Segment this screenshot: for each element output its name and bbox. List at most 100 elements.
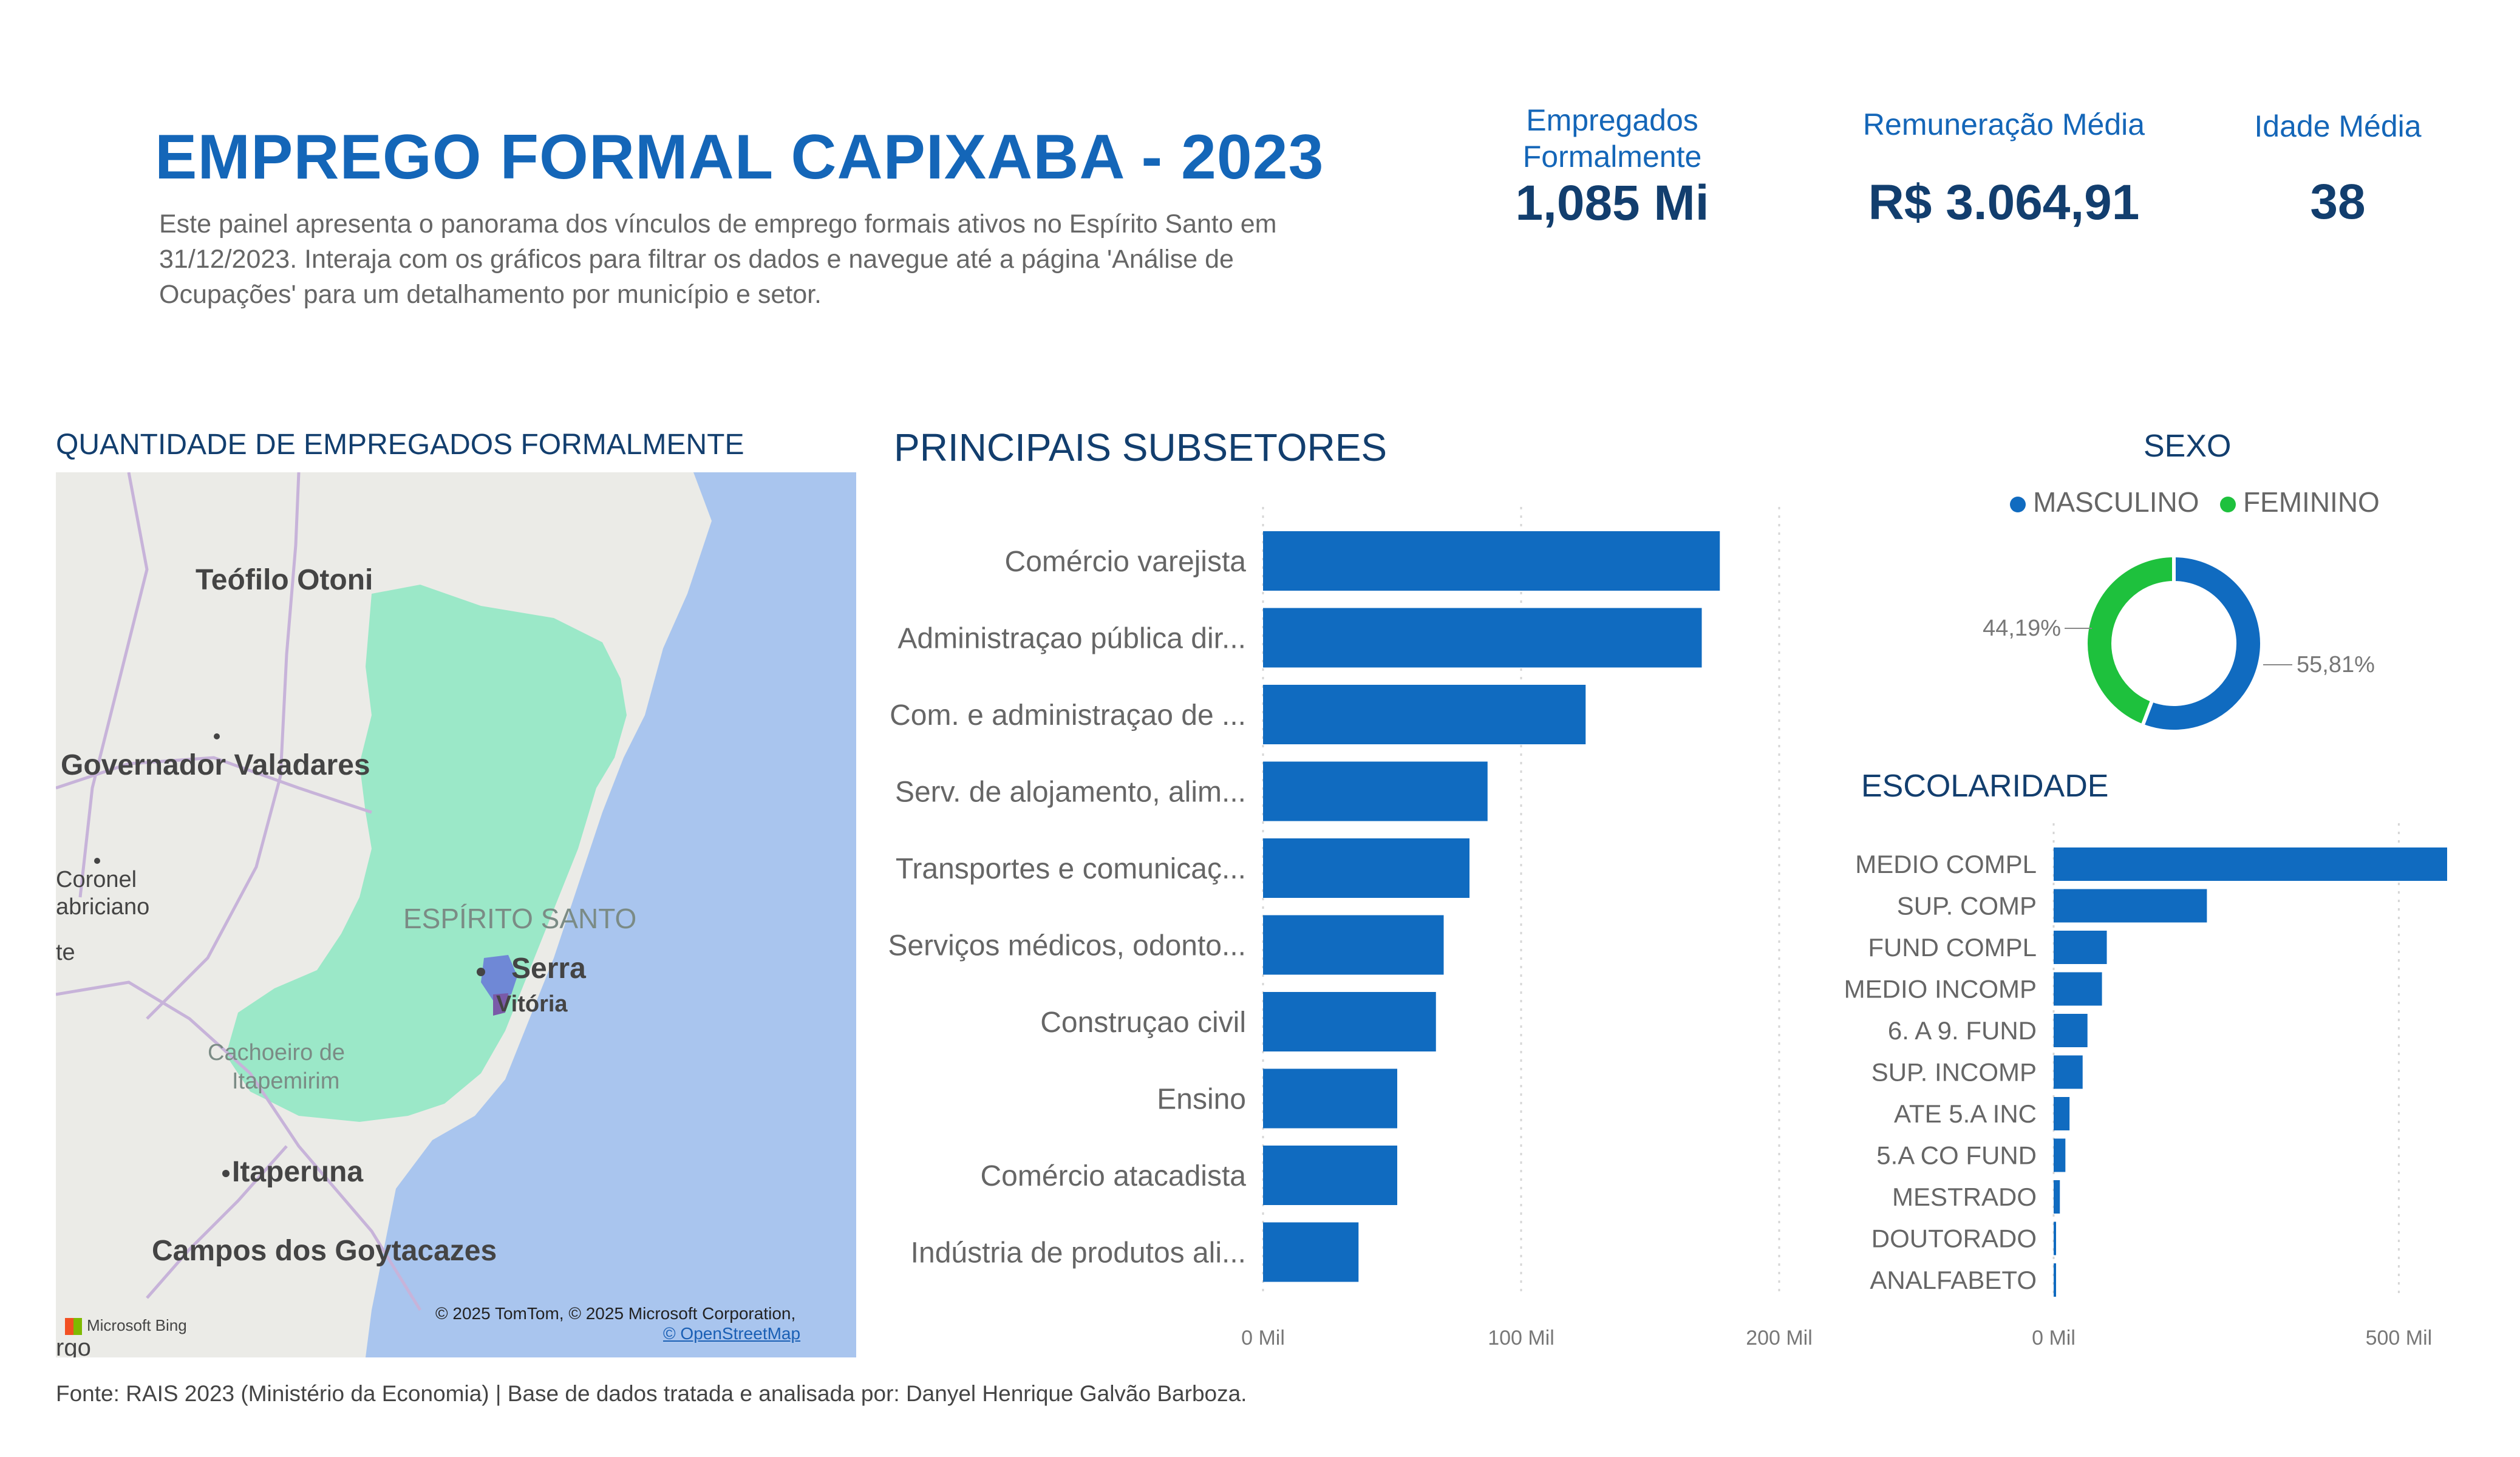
escolaridade-category-label-8: MESTRADO xyxy=(1892,1183,2037,1211)
map-osm-link[interactable]: © OpenStreetMap xyxy=(663,1324,801,1343)
subsetores-category-label-3: Serv. de alojamento, alim... xyxy=(895,776,1246,808)
subsetores-category-label-6: Construçao civil xyxy=(1040,1007,1246,1039)
escolaridade-category-label-0: MEDIO COMPL xyxy=(1855,850,2037,878)
escolaridade-bar-10[interactable] xyxy=(2054,1263,2056,1297)
subsetores-bar-4[interactable] xyxy=(1263,838,1469,898)
escolaridade-category-label-1: SUP. COMP xyxy=(1897,892,2037,920)
map-attribution: © 2025 TomTom, © 2025 Microsoft Corporat… xyxy=(435,1304,796,1323)
kpi-age-label: Idade Média xyxy=(2254,109,2422,143)
legend-masculino-label: MASCULINO xyxy=(2033,486,2199,518)
escolaridade-category-label-3: MEDIO INCOMP xyxy=(1844,975,2037,1004)
escolaridade-bar-1[interactable] xyxy=(2054,889,2207,923)
kpi-salary-value: R$ 3.064,91 xyxy=(1868,175,2140,230)
escolaridade-tick-label-0: 0 Mil xyxy=(2032,1326,2076,1350)
subsetores-bar-8[interactable] xyxy=(1263,1146,1397,1205)
kpi-employed-label-line2: Formalmente xyxy=(1522,140,1702,174)
subsetores-category-label-2: Com. e administraçao de ... xyxy=(890,699,1246,732)
escolaridade-category-label-7: 5.A CO FUND xyxy=(1876,1141,2037,1170)
escolaridade-category-label-9: DOUTORADO xyxy=(1871,1224,2037,1253)
subsetores-category-label-5: Serviços médicos, odonto... xyxy=(888,929,1246,962)
donut-slice-masculino[interactable] xyxy=(2140,553,2264,733)
escolaridade-bar-2[interactable] xyxy=(2054,931,2107,964)
employment-map[interactable]: Teófilo Otoni Governador Valadares Coron… xyxy=(56,472,856,1357)
sexo-donut-chart[interactable]: 44,19% 55,81% xyxy=(1961,546,2447,765)
subsetores-category-label-8: Comércio atacadista xyxy=(980,1160,1246,1192)
kpi-age: Idade Média 38 xyxy=(2222,108,2453,231)
dashboard-title: EMPREGO FORMAL CAPIXABA - 2023 xyxy=(155,122,1324,192)
subsetores-category-label-0: Comércio varejista xyxy=(1005,546,1247,578)
subsetores-bar-9[interactable] xyxy=(1263,1222,1359,1282)
legend-dot-feminino xyxy=(2219,496,2236,512)
kpi-employed: Empregados Formalmente 1,085 Mi xyxy=(1488,102,1737,232)
subsetores-title: PRINCIPAIS SUBSETORES xyxy=(894,426,1388,469)
map-label-coronel-2: abriciano xyxy=(56,894,150,920)
subsetores-bar-2[interactable] xyxy=(1263,685,1586,744)
escolaridade-bar-6[interactable] xyxy=(2054,1097,2070,1130)
map-label-state: ESPÍRITO SANTO xyxy=(403,903,637,934)
escolaridade-tick-label-1: 500 Mil xyxy=(2366,1326,2433,1350)
subsetores-bar-7[interactable] xyxy=(1263,1068,1397,1129)
escolaridade-bar-0[interactable] xyxy=(2054,847,2447,881)
escolaridade-category-label-5: SUP. INCOMP xyxy=(1871,1058,2037,1087)
escolaridade-category-label-4: 6. A 9. FUND xyxy=(1888,1016,2037,1045)
map-state-es xyxy=(226,585,627,1122)
subsetores-category-label-9: Indústria de produtos ali... xyxy=(911,1237,1246,1269)
map-label-governador: Governador Valadares xyxy=(61,749,370,781)
legend-feminino-label: FEMININO xyxy=(2242,486,2380,518)
subsetores-bar-5[interactable] xyxy=(1263,915,1444,975)
kpi-age-value: 38 xyxy=(2310,174,2366,229)
escolaridade-category-label-2: FUND COMPL xyxy=(1868,933,2037,962)
subsetores-bar-1[interactable] xyxy=(1263,608,1702,668)
kpi-employed-label-line1: Empregados xyxy=(1526,103,1698,137)
map-highlight-serra xyxy=(481,955,517,1000)
subsetores-bar-3[interactable] xyxy=(1263,761,1488,821)
donut-label-masculino: 55,81% xyxy=(2297,652,2375,678)
map-highlight-vitoria xyxy=(493,993,508,1016)
map-label-vitoria: Vitória xyxy=(496,991,568,1017)
kpi-salary: Remuneração Média R$ 3.064,91 xyxy=(1822,106,2186,231)
escolaridade-bar-3[interactable] xyxy=(2054,972,2102,1006)
map-canvas[interactable] xyxy=(56,472,856,1357)
escolaridade-bar-9[interactable] xyxy=(2054,1221,2056,1255)
escolaridade-bar-5[interactable] xyxy=(2054,1055,2083,1089)
subsetores-category-label-4: Transportes e comunicaç... xyxy=(896,853,1246,885)
bing-windows-icon xyxy=(65,1318,82,1336)
map-label-bottom: rgo xyxy=(56,1334,91,1357)
bing-logo: Microsoft Bing xyxy=(65,1316,187,1336)
map-label-itaperuna: Itaperuna xyxy=(232,1156,364,1188)
escolaridade-category-label-10: ANALFABETO xyxy=(1870,1266,2037,1294)
escolaridade-bar-4[interactable] xyxy=(2054,1014,2088,1047)
kpi-salary-label: Remuneração Média xyxy=(1862,107,2145,141)
legend-masculino[interactable]: MASCULINO xyxy=(2010,486,2199,518)
map-label-coronel-1: Coronel xyxy=(56,867,137,892)
escolaridade-bar-7[interactable] xyxy=(2054,1138,2066,1172)
data-source-footer: Fonte: RAIS 2023 (Ministério da Economia… xyxy=(56,1381,1247,1406)
kpi-employed-value: 1,085 Mi xyxy=(1515,175,1709,231)
escolaridade-bar-8[interactable] xyxy=(2054,1180,2060,1214)
map-label-campos: Campos dos Goytacazes xyxy=(152,1235,497,1267)
sexo-title: SEXO xyxy=(2144,429,2232,464)
map-label-ipatinga: te xyxy=(56,940,75,965)
dashboard-description: Este painel apresenta o panorama dos vín… xyxy=(159,209,1277,309)
bing-label: Microsoft Bing xyxy=(87,1316,187,1334)
subsetores-category-label-1: Administraçao pública dir... xyxy=(897,622,1246,654)
map-label-serra: Serra xyxy=(511,953,586,985)
escolaridade-title: ESCOLARIDADE xyxy=(1861,769,2109,804)
map-label-teofilo: Teófilo Otoni xyxy=(196,564,373,596)
map-label-cachoeiro-1: Cachoeiro de xyxy=(208,1040,346,1065)
sexo-legend[interactable]: MASCULINO FEMININO xyxy=(2010,486,2398,518)
subsetores-bar-6[interactable] xyxy=(1263,992,1436,1051)
subsetores-tick-label-0: 0 Mil xyxy=(1241,1326,1285,1350)
map-label-cachoeiro-2: Itapemirim xyxy=(232,1068,340,1094)
subsetores-tick-label-1: 100 Mil xyxy=(1488,1326,1555,1350)
map-title: QUANTIDADE DE EMPREGADOS FORMALMENTE xyxy=(56,429,744,461)
legend-feminino[interactable]: FEMININO xyxy=(2219,486,2380,518)
escolaridade-category-label-6: ATE 5.A INC xyxy=(1894,1099,2037,1128)
subsetores-category-label-7: Ensino xyxy=(1157,1083,1246,1115)
donut-label-feminino: 44,19% xyxy=(1983,616,2061,641)
legend-dot-masculino xyxy=(2010,496,2026,512)
donut-slice-feminino[interactable] xyxy=(2084,553,2176,728)
subsetores-bar-0[interactable] xyxy=(1263,531,1720,591)
subsetores-tick-label-2: 200 Mil xyxy=(1746,1326,1813,1350)
